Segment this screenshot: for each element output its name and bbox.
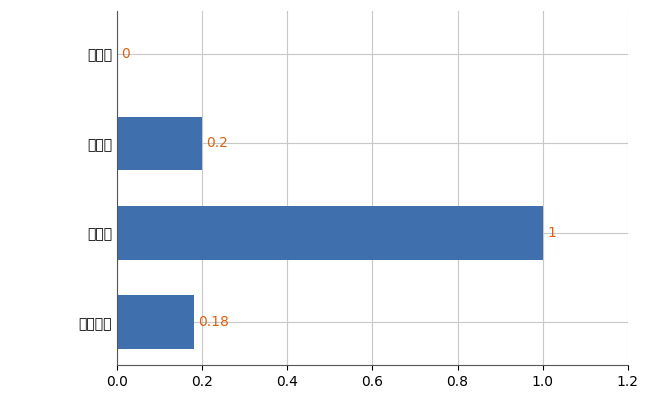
Bar [117, 117, 202, 170]
Text: 1: 1 [547, 226, 556, 240]
Text: 0: 0 [122, 47, 130, 61]
Bar [117, 206, 543, 260]
Text: 0.18: 0.18 [198, 315, 229, 329]
Text: 0.2: 0.2 [207, 136, 228, 150]
Bar [117, 296, 194, 349]
